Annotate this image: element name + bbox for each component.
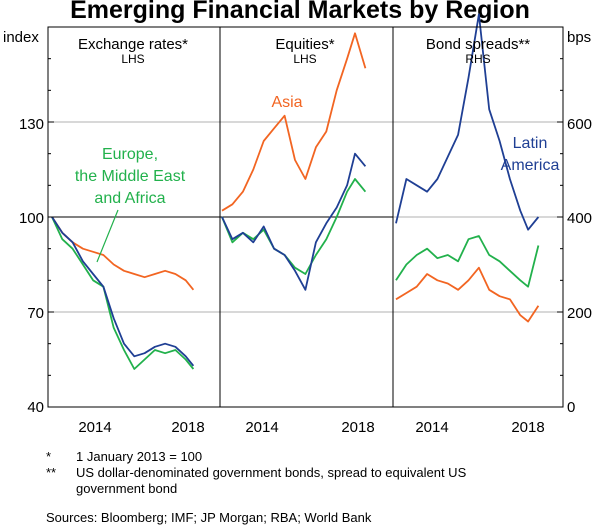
footnote-1: * 1 January 2013 = 100 [46, 449, 516, 465]
label-asia: Asia [271, 94, 302, 111]
panel-subtitle-bond-spreads: RHS [465, 52, 490, 66]
left-tick-70: 70 [27, 305, 44, 322]
series-emea-panel-1 [51, 216, 195, 370]
left-tick-40: 40 [27, 399, 44, 416]
sources-line: Sources: Bloomberg; IMF; JP Morgan; RBA;… [46, 510, 372, 525]
chart-title: Emerging Financial Markets by Region [70, 0, 530, 24]
footnote-2-text: US dollar-denominated government bonds, … [76, 465, 467, 496]
series-latam-panel-1 [51, 216, 195, 367]
label-emea-line3: and Africa [94, 190, 165, 207]
label-latam-line1: Latin [513, 135, 548, 152]
series-latam-panel-2 [221, 152, 367, 291]
footnotes: * 1 January 2013 = 100 ** US dollar-deno… [46, 449, 516, 497]
panel-title-bond-spreads: Bond spreads** [426, 36, 530, 53]
label-latam-line2: America [501, 157, 560, 174]
x-tick-2014-p1: 2014 [78, 419, 111, 436]
x-tick-2018-p3: 2018 [511, 419, 544, 436]
x-tick-2018-p1: 2018 [171, 419, 204, 436]
series-emea-panel-3 [395, 235, 540, 288]
series-latam-panel-3 [395, 13, 540, 231]
label-emea-line2: the Middle East [75, 168, 186, 185]
series-lines [51, 13, 540, 370]
left-tick-130: 130 [19, 116, 44, 133]
panel-title-equities: Equities* [275, 36, 334, 53]
left-axis-unit: index [3, 29, 39, 46]
right-tick-0: 0 [567, 399, 575, 416]
emea-leader-line [96, 209, 119, 263]
chart-canvas: index bps 130 100 70 40 600 400 200 0 20… [3, 13, 592, 436]
panel-subtitle-exchange-rates: LHS [121, 52, 144, 66]
panel-subtitle-equities: LHS [293, 52, 316, 66]
left-tick-100: 100 [19, 210, 44, 227]
panel-title-exchange-rates: Exchange rates* [78, 36, 188, 53]
x-tick-2014-p3: 2014 [415, 419, 448, 436]
footnote-1-text: 1 January 2013 = 100 [76, 449, 203, 464]
series-asia-panel-1 [51, 216, 195, 291]
series-asia-panel-3 [395, 266, 540, 323]
right-tick-400: 400 [567, 210, 592, 227]
plot-frame [47, 26, 564, 408]
x-tick-2014-p2: 2014 [245, 419, 278, 436]
x-tick-2018-p2: 2018 [341, 419, 374, 436]
series-asia-panel-2 [221, 32, 367, 212]
footnote-2: ** US dollar-denominated government bond… [46, 465, 516, 497]
right-tick-600: 600 [567, 116, 592, 133]
label-emea-line1: Europe, [102, 146, 158, 163]
right-tick-200: 200 [567, 305, 592, 322]
footnote-1-mark: * [46, 449, 52, 464]
footnote-2-mark: ** [46, 465, 57, 480]
right-axis-unit: bps [567, 29, 591, 46]
